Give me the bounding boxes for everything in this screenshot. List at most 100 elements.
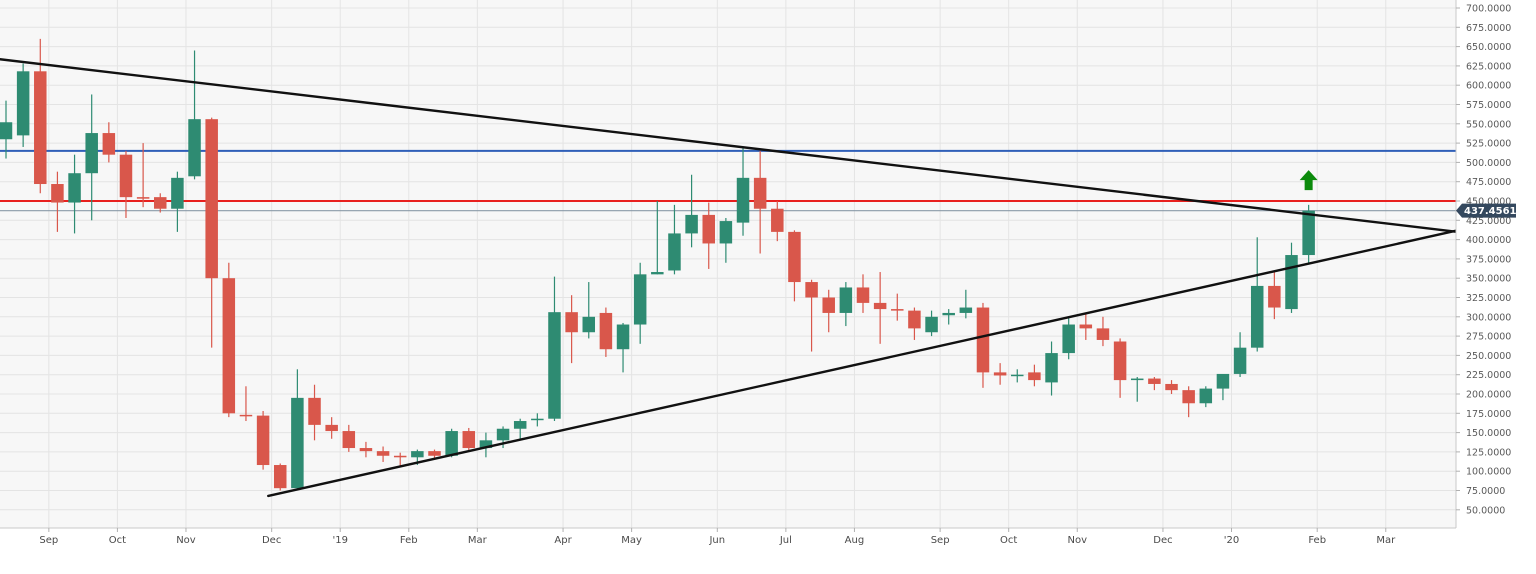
candle bbox=[891, 293, 904, 321]
candle-body bbox=[1079, 324, 1093, 329]
candle-body bbox=[239, 414, 253, 417]
candle bbox=[102, 122, 116, 163]
x-tick-label: Sep bbox=[931, 535, 950, 546]
candle-body bbox=[1130, 378, 1144, 381]
candle-body bbox=[531, 418, 544, 421]
x-tick-label: Feb bbox=[1308, 535, 1326, 546]
x-tick-label: Dec bbox=[1153, 535, 1172, 546]
x-tick-label: Oct bbox=[109, 535, 126, 546]
price-tag-box bbox=[1456, 203, 1516, 218]
candle-body bbox=[222, 278, 236, 414]
up-arrow-icon bbox=[1299, 170, 1318, 191]
candle bbox=[908, 307, 921, 340]
candle-body bbox=[736, 177, 750, 223]
candle-body bbox=[993, 372, 1007, 376]
candle-body bbox=[291, 397, 304, 489]
candle-body bbox=[891, 309, 904, 311]
candle-body bbox=[822, 297, 835, 313]
candle-body bbox=[565, 312, 578, 333]
y-tick-label: 275.0000 bbox=[1466, 332, 1511, 343]
candle-body bbox=[359, 448, 373, 452]
candle-body bbox=[959, 307, 973, 313]
candle-body bbox=[16, 71, 30, 136]
candle bbox=[171, 171, 184, 232]
candle bbox=[753, 150, 767, 254]
candle bbox=[1199, 386, 1213, 408]
candles bbox=[0, 38, 1315, 491]
trendline bbox=[267, 229, 1459, 498]
y-tick-label: 425.0000 bbox=[1466, 216, 1511, 227]
candle-body bbox=[1011, 374, 1024, 377]
x-axis-ticks: Sep Oct Nov Dec '19 Feb Mar Apr May Jun Jul Aug Sep O… bbox=[39, 528, 1396, 546]
y-tick-label: 100.0000 bbox=[1466, 467, 1511, 478]
candle bbox=[702, 202, 715, 269]
x-tick-label: Feb bbox=[400, 535, 418, 546]
candle-body bbox=[479, 440, 493, 449]
candle bbox=[1148, 377, 1161, 391]
x-tick-label: Aug bbox=[845, 535, 865, 546]
candle bbox=[1165, 380, 1178, 394]
x-tick-label: Apr bbox=[554, 535, 572, 546]
candle bbox=[222, 262, 236, 418]
candle bbox=[68, 154, 81, 234]
candle bbox=[325, 417, 338, 439]
candle bbox=[856, 274, 870, 313]
candle bbox=[376, 446, 390, 462]
candle-body bbox=[719, 221, 733, 244]
candle-body bbox=[513, 421, 527, 429]
candle bbox=[599, 307, 613, 357]
y-tick-label: 125.0000 bbox=[1466, 447, 1511, 458]
candle bbox=[359, 441, 373, 458]
candle bbox=[1216, 373, 1230, 401]
candle bbox=[1045, 341, 1058, 396]
y-axis-ticks: 700.0000 675.0000 650.0000 625.0000 600.0000… bbox=[1456, 4, 1511, 516]
y-tick-label: 250.0000 bbox=[1466, 351, 1511, 362]
candle-body bbox=[496, 428, 510, 441]
x-tick-label: Dec bbox=[262, 535, 281, 546]
candle-body bbox=[1250, 285, 1264, 348]
candle bbox=[205, 117, 218, 348]
candle bbox=[736, 146, 750, 236]
y-tick-label: 550.0000 bbox=[1466, 119, 1511, 130]
candle-body bbox=[51, 184, 64, 203]
candle-body bbox=[651, 272, 664, 275]
candle-body bbox=[1062, 324, 1075, 354]
trendline bbox=[0, 58, 1459, 234]
candle bbox=[651, 201, 664, 275]
candle-body bbox=[1148, 378, 1161, 384]
candle-body bbox=[668, 233, 681, 271]
candle bbox=[1062, 318, 1075, 360]
candle-body bbox=[428, 451, 441, 456]
candle bbox=[565, 295, 578, 364]
y-tick-label: 600.0000 bbox=[1466, 81, 1511, 92]
y-tick-label: 675.0000 bbox=[1466, 23, 1511, 34]
y-tick-label: 75.0000 bbox=[1466, 486, 1505, 497]
x-tick-label: Mar bbox=[1376, 535, 1396, 546]
candle-body bbox=[308, 397, 321, 425]
y-tick-label: 225.0000 bbox=[1466, 370, 1511, 381]
candle bbox=[188, 50, 201, 180]
candle-body bbox=[0, 122, 13, 140]
candle-body bbox=[753, 177, 767, 209]
candle bbox=[942, 309, 955, 325]
candle bbox=[256, 410, 270, 470]
candle-body bbox=[839, 287, 853, 313]
candle-body bbox=[1199, 388, 1213, 404]
x-tick-label: May bbox=[621, 535, 642, 546]
candle bbox=[342, 424, 356, 452]
candle bbox=[839, 282, 853, 327]
candle-body bbox=[188, 119, 201, 177]
candle bbox=[154, 193, 167, 213]
candle-body bbox=[702, 214, 715, 244]
y-axis-panel bbox=[1456, 0, 1536, 528]
y-tick-label: 450.0000 bbox=[1466, 197, 1511, 208]
y-tick-label: 200.0000 bbox=[1466, 390, 1511, 401]
horizontal-levels bbox=[0, 149, 1456, 212]
candle-body bbox=[685, 214, 698, 234]
candle bbox=[582, 282, 596, 339]
candle bbox=[239, 386, 253, 422]
candle bbox=[925, 310, 938, 337]
candle-body bbox=[1096, 328, 1110, 340]
x-tick-label: '19 bbox=[332, 535, 347, 546]
candle bbox=[805, 279, 818, 352]
